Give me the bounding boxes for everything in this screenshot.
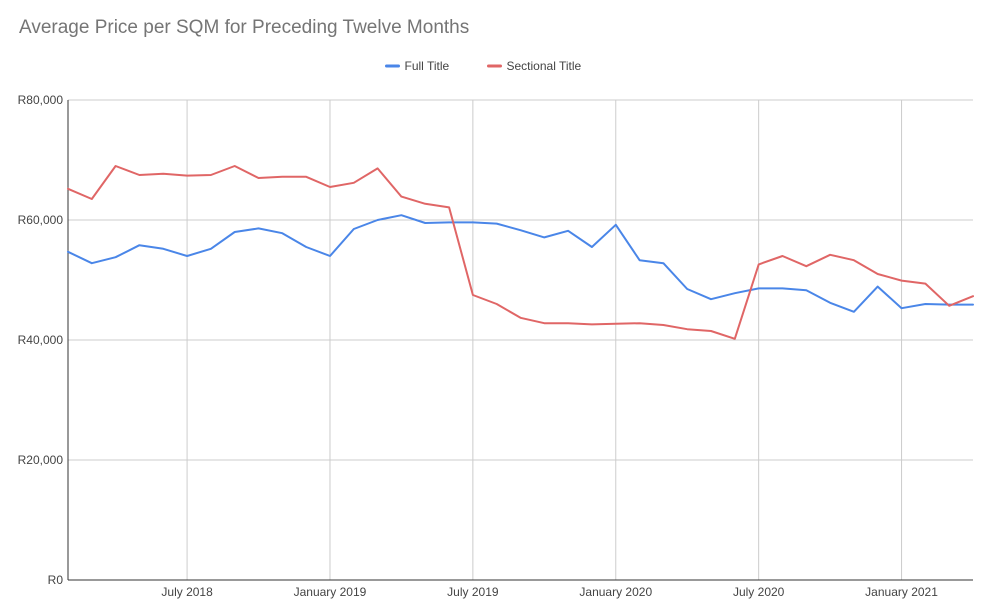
series-lines <box>67 165 974 340</box>
chart-title: Average Price per SQM for Preceding Twel… <box>19 17 470 38</box>
series-line-full-title <box>67 214 974 313</box>
y-tick-label: R20,000 <box>18 453 64 467</box>
y-tick-label: R60,000 <box>18 213 64 227</box>
x-tick-label: July 2019 <box>447 585 499 599</box>
x-tick-label: January 2021 <box>865 585 938 599</box>
gridlines <box>68 99 973 580</box>
x-tick-label: July 2018 <box>161 585 213 599</box>
axes: R0 R20,000 R40,000 R60,000 R80,000 July 2018 J… <box>18 93 973 599</box>
x-tick-label: July 2020 <box>733 585 785 599</box>
y-tick-label: R80,000 <box>18 93 64 107</box>
legend-label-sectional-title: Sectional Title <box>507 59 582 73</box>
x-tick-label: January 2020 <box>579 585 652 599</box>
y-tick-label: R40,000 <box>18 333 64 347</box>
x-tick-label: January 2019 <box>294 585 367 599</box>
y-tick-label: R0 <box>48 573 64 587</box>
legend: Full Title Sectional Title <box>385 59 582 73</box>
series-line-sectional-title <box>67 165 974 340</box>
legend-label-full-title: Full Title <box>405 59 450 73</box>
